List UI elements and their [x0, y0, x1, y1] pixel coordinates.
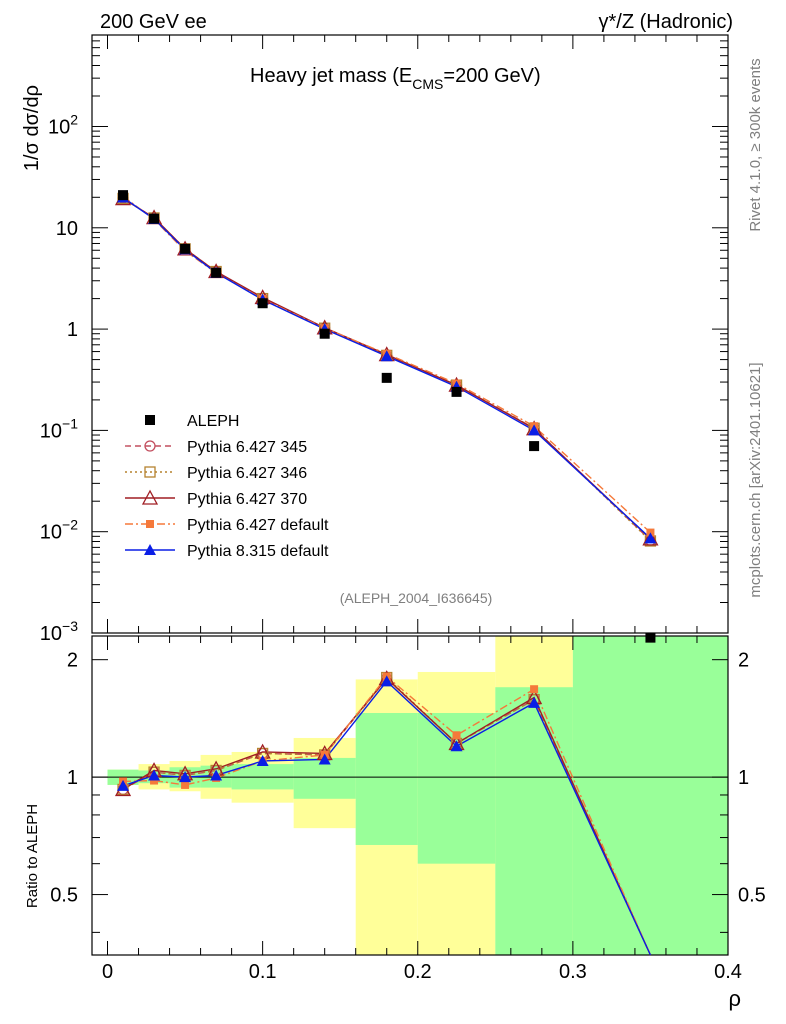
- series-line-top-pythia-8-315-default: [122, 196, 651, 539]
- legend-marker: [141, 489, 159, 505]
- series-point-ratio-pythia-8-315-default: [318, 753, 331, 765]
- series-point-ratio-pythia-8-315-default: [210, 769, 223, 781]
- series-line-ratio-pythia-6-427-370: [122, 677, 652, 956]
- series-line-top-pythia-6-427-default: [122, 195, 651, 534]
- legend-label: Pythia 6.427 346: [187, 465, 307, 482]
- series-point-ratio-pythia-8-315-default: [380, 675, 393, 687]
- series-line-top-pythia-6-427-346: [122, 197, 651, 542]
- legend-marker: [144, 544, 156, 555]
- ratio-bands: [107, 636, 728, 955]
- aleph-point: [381, 372, 392, 383]
- analysis-label: (ALEPH_2004_I636645): [340, 590, 493, 606]
- x-tick-label: 0.4: [714, 961, 742, 983]
- band-green-5: [293, 757, 356, 799]
- axis-ticks: 0 0.1 0.2 0.3 0.4 10−3 10−2 10−1 1 10 102 0.5 0.5 1 1 2…: [40, 34, 766, 983]
- series-lines: [122, 195, 652, 956]
- x-axis-label: ρ: [728, 986, 741, 1011]
- x-tick-label: 0.3: [559, 961, 587, 983]
- series-point-top-pythia-6-427-370: [642, 530, 659, 546]
- series-point-ratio-pythia-6-427-default: [181, 780, 190, 789]
- series-point-ratio-pythia-8-315-default: [148, 769, 161, 781]
- legend-label: Pythia 8.315 default: [187, 543, 329, 560]
- series-point-ratio-pythia-6-427-default: [530, 685, 539, 694]
- legend: ALEPH Pythia 6.427 345 Pythia 6.427 346 Pyt…: [125, 413, 329, 560]
- aleph-point: [451, 386, 462, 397]
- y-tick-label-bottom: 1: [67, 767, 78, 789]
- y-tick-label-top: 10−2: [40, 517, 78, 544]
- legend-label: Pythia 6.427 345: [187, 439, 307, 456]
- header-left-label: 200 GeV ee: [100, 11, 207, 33]
- aleph-point: [180, 243, 191, 254]
- aleph-point: [149, 213, 160, 224]
- series-line-ratio-pythia-8-315-default: [122, 680, 652, 956]
- legend-marker: [146, 520, 154, 528]
- series-point-top-pythia-8-315-default: [644, 532, 657, 544]
- y-axis-label-bottom: Ratio to ALEPH: [24, 804, 41, 908]
- y-tick-label-top: 10: [56, 218, 78, 240]
- legend-marker: [144, 440, 156, 452]
- aleph-point: [257, 298, 268, 309]
- legend-label: Pythia 6.427 default: [187, 517, 329, 534]
- chart-title: Heavy jet mass (ECMS=200 GeV): [250, 65, 541, 92]
- series-line-top-pythia-6-427-345: [122, 197, 651, 541]
- aleph-point: [645, 632, 656, 643]
- aleph-data-points: [118, 190, 656, 643]
- y-tick-label-bottom-right: 0.5: [738, 885, 766, 907]
- y-axis-label-top: 1/σ dσ/dρ: [21, 85, 43, 171]
- y-tick-label-bottom-right: 2: [738, 650, 749, 672]
- band-green-6: [355, 713, 418, 845]
- band-green-9: [572, 636, 728, 955]
- aleph-point: [118, 190, 129, 201]
- y-tick-label-top: 10−1: [40, 415, 78, 442]
- series-point-ratio-pythia-6-427-default: [150, 776, 159, 785]
- band-green-8: [495, 687, 573, 955]
- series-point-ratio-pythia-8-315-default: [256, 754, 269, 766]
- x-tick-label: 0.2: [404, 961, 432, 983]
- rivet-version-label: Rivet 4.1.0, ≥ 300k events: [747, 58, 764, 231]
- legend-marker-aleph: [145, 415, 155, 425]
- y-tick-label-bottom-right: 1: [738, 767, 749, 789]
- aleph-point: [211, 267, 222, 278]
- series-point-ratio-pythia-8-315-default: [117, 779, 130, 791]
- x-tick-label: 0.1: [249, 961, 277, 983]
- mcplots-label: mcplots.cern.ch [arXiv:2401.10621]: [747, 362, 764, 597]
- header-right-label: γ*/Z (Hadronic): [599, 11, 733, 33]
- series-line-ratio-pythia-6-427-346: [122, 676, 652, 956]
- series-point-ratio-pythia-6-427-default: [452, 731, 461, 740]
- aleph-point: [319, 328, 330, 339]
- y-tick-label-top: 102: [48, 111, 78, 138]
- series-point-ratio-pythia-8-315-default: [528, 696, 541, 708]
- series-point-top-pythia-8-315-default: [380, 350, 393, 362]
- x-tick-label: 0: [102, 961, 113, 983]
- series-point-ratio-pythia-8-315-default: [179, 771, 192, 783]
- y-tick-label-top: 1: [67, 319, 78, 341]
- legend-label: ALEPH: [187, 413, 239, 430]
- series-line-top-pythia-6-427-370: [122, 198, 651, 540]
- legend-label: Pythia 6.427 370: [187, 491, 307, 508]
- series-point-top-pythia-8-315-default: [528, 424, 541, 436]
- bottom-plot-frame: [91, 635, 729, 956]
- legend-marker: [144, 466, 156, 478]
- y-tick-label-bottom: 2: [67, 650, 78, 672]
- series-point-ratio-pythia-8-315-default: [450, 740, 463, 752]
- y-tick-label-bottom: 0.5: [50, 885, 78, 907]
- y-tick-label-top: 10−3: [40, 618, 78, 645]
- aleph-point: [529, 441, 540, 452]
